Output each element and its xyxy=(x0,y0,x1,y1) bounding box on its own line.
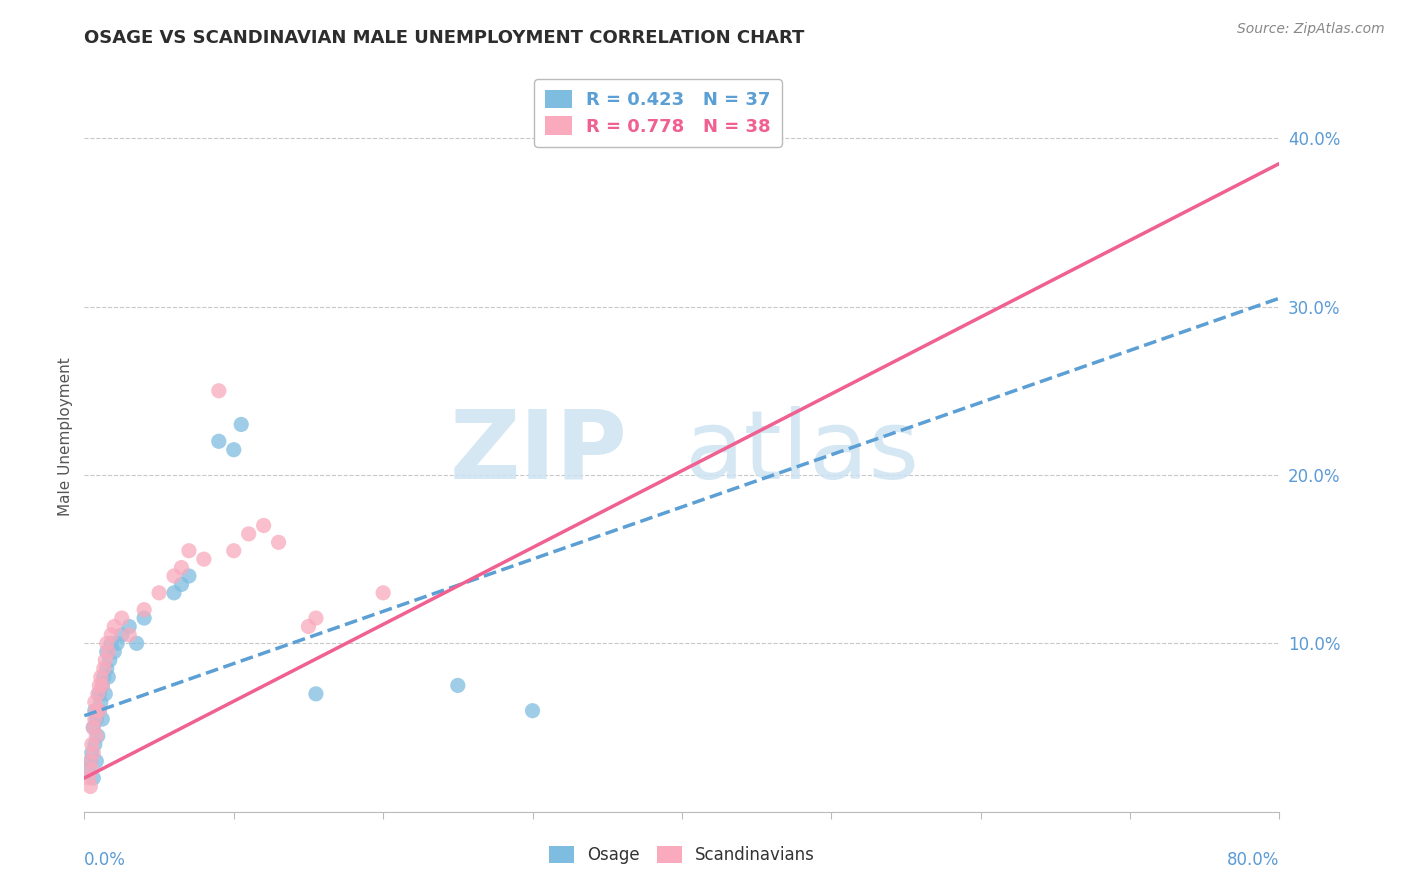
Point xyxy=(86,729,108,743)
Point xyxy=(118,619,141,633)
Point xyxy=(253,518,276,533)
Point xyxy=(177,543,200,558)
Point xyxy=(86,712,108,726)
Point xyxy=(79,754,101,768)
Point xyxy=(83,712,105,726)
Point xyxy=(82,771,104,785)
Point xyxy=(89,678,111,692)
Point xyxy=(91,712,114,726)
Point xyxy=(100,636,122,650)
Point xyxy=(208,384,231,398)
Point xyxy=(93,670,115,684)
Point xyxy=(193,552,215,566)
Point xyxy=(90,695,112,709)
Point xyxy=(208,434,231,449)
Point xyxy=(97,645,120,659)
Point xyxy=(100,628,122,642)
Text: OSAGE VS SCANDINAVIAN MALE UNEMPLOYMENT CORRELATION CHART: OSAGE VS SCANDINAVIAN MALE UNEMPLOYMENT … xyxy=(84,29,804,47)
Point xyxy=(297,619,319,633)
Point xyxy=(87,687,110,701)
Point xyxy=(305,611,328,625)
Point xyxy=(222,442,245,457)
Point xyxy=(148,586,170,600)
Point xyxy=(238,527,260,541)
Point xyxy=(105,636,128,650)
Point xyxy=(96,636,118,650)
Point xyxy=(77,771,100,785)
Point xyxy=(86,704,108,718)
Point xyxy=(94,687,117,701)
Point xyxy=(83,704,105,718)
Point xyxy=(91,678,114,692)
Point xyxy=(125,636,148,650)
Point xyxy=(170,560,193,574)
Point xyxy=(79,754,101,768)
Point xyxy=(86,754,108,768)
Point xyxy=(305,687,328,701)
Point xyxy=(83,695,105,709)
Y-axis label: Male Unemployment: Male Unemployment xyxy=(58,358,73,516)
Text: 0.0%: 0.0% xyxy=(84,851,127,869)
Point xyxy=(89,687,111,701)
Text: Source: ZipAtlas.com: Source: ZipAtlas.com xyxy=(1237,22,1385,37)
Point xyxy=(94,653,117,667)
Point xyxy=(98,653,121,667)
Point xyxy=(79,780,101,794)
Point xyxy=(231,417,253,432)
Point xyxy=(80,746,103,760)
Point xyxy=(91,678,114,692)
Text: 80.0%: 80.0% xyxy=(1227,851,1279,869)
Point xyxy=(83,737,105,751)
Text: ZIP: ZIP xyxy=(450,406,627,499)
Point xyxy=(170,577,193,591)
Point xyxy=(96,645,118,659)
Point xyxy=(373,586,395,600)
Point xyxy=(132,602,156,616)
Point xyxy=(132,611,156,625)
Point xyxy=(103,619,125,633)
Point xyxy=(82,746,104,760)
Point xyxy=(90,670,112,684)
Point xyxy=(103,645,125,659)
Point xyxy=(93,662,115,676)
Point xyxy=(177,569,200,583)
Point xyxy=(163,586,186,600)
Point xyxy=(522,704,544,718)
Point xyxy=(111,628,134,642)
Point xyxy=(267,535,290,549)
Point xyxy=(97,670,120,684)
Point xyxy=(82,721,104,735)
Legend: Osage, Scandinavians: Osage, Scandinavians xyxy=(543,839,821,871)
Point xyxy=(80,763,103,777)
Point xyxy=(89,704,111,718)
Text: atlas: atlas xyxy=(683,406,920,499)
Point xyxy=(96,662,118,676)
Point xyxy=(87,729,110,743)
Point xyxy=(163,569,186,583)
Point xyxy=(222,543,245,558)
Point xyxy=(77,763,100,777)
Point xyxy=(111,611,134,625)
Point xyxy=(89,704,111,718)
Point xyxy=(118,628,141,642)
Point xyxy=(447,678,470,692)
Point xyxy=(80,737,103,751)
Point xyxy=(82,721,104,735)
